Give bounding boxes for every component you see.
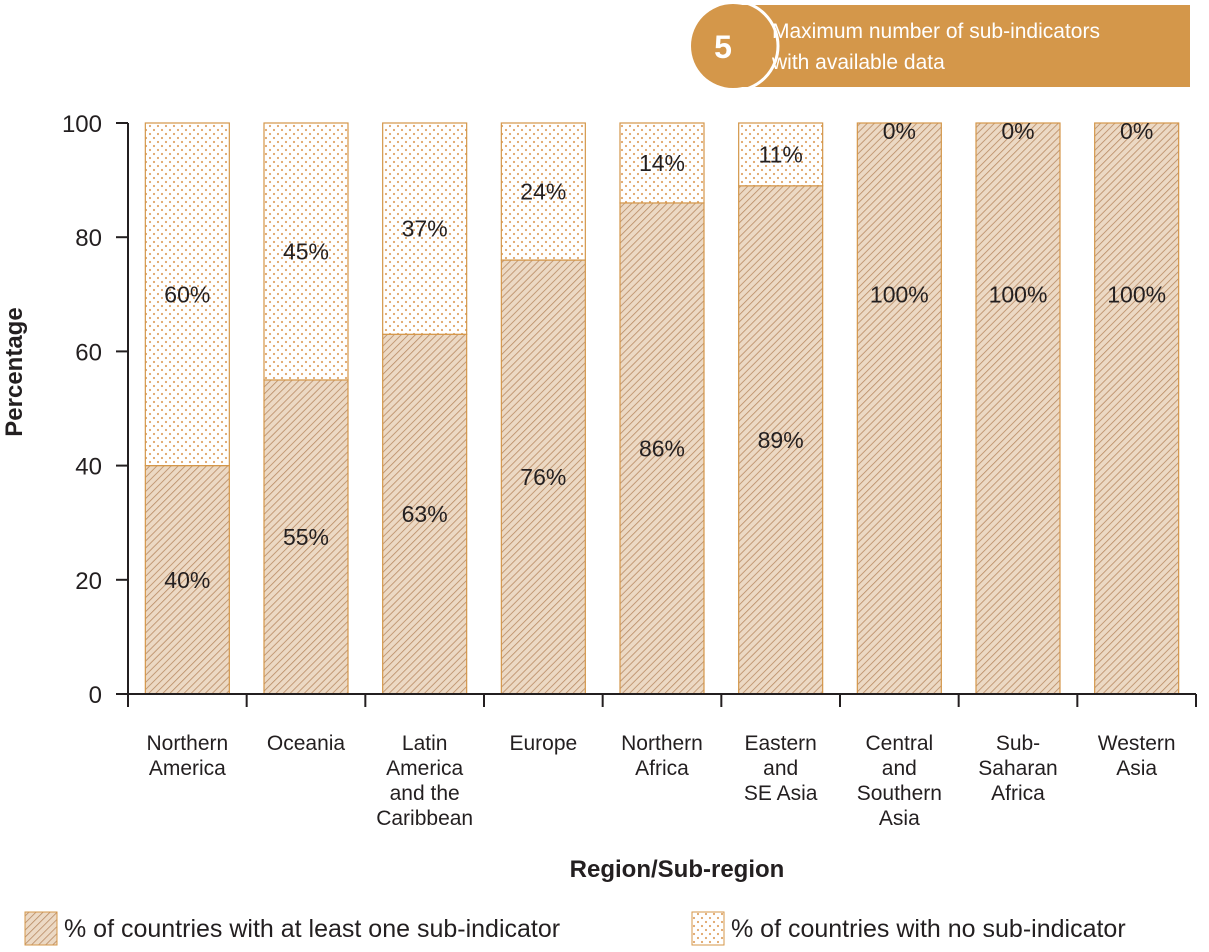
data-label-no-subindicator: 14%: [639, 150, 685, 176]
banner-background: [728, 5, 1190, 87]
legend: % of countries with at least one sub-ind…: [24, 911, 1126, 946]
banner-badge: [691, 4, 775, 88]
data-label-no-subindicator: 45%: [283, 238, 329, 264]
legend-swatch: [691, 911, 725, 946]
data-label-at-least-one: 89%: [758, 427, 804, 453]
y-tick-label: 40: [75, 454, 102, 481]
banner-line-1: Maximum number of sub-indicators: [772, 20, 1100, 43]
bar-at-least-one: [975, 122, 1061, 695]
bar-no-subindicator: [263, 122, 349, 381]
y-tick-label: 0: [89, 682, 102, 709]
max-subindicators-banner: 5 Maximum number of sub-indicators with …: [686, 0, 1190, 93]
banner-line-2: with available data: [771, 51, 945, 74]
x-tick-label: Central and Southern Asia: [857, 732, 942, 830]
labels-layer: 40% 60% Northern America 55% 45% Oceania 63% 37%…: [146, 118, 1175, 830]
x-tick-label: Eastern and SE Asia: [744, 732, 818, 805]
data-label-at-least-one: 76%: [520, 464, 566, 490]
x-tick-label: Latin America and the Caribbean: [376, 732, 473, 830]
bar-at-least-one: [619, 202, 705, 695]
x-tick-label: Oceania: [267, 732, 346, 755]
x-axis-title: Region/Sub-region: [570, 856, 785, 883]
data-label-no-subindicator: 37%: [402, 216, 448, 242]
data-label-no-subindicator: 0%: [883, 118, 916, 144]
bar-at-least-one: [1094, 122, 1180, 695]
x-tick-label: Western Asia: [1098, 732, 1176, 780]
x-tick-label: Northern America: [146, 732, 228, 780]
bar-no-subindicator: [619, 122, 705, 204]
bar-no-subindicator: [382, 122, 468, 335]
data-label-at-least-one: 86%: [639, 435, 685, 461]
y-axis-title: Percentage: [1, 307, 28, 436]
bar-no-subindicator: [144, 122, 230, 467]
y-tick-label: 20: [75, 568, 102, 595]
data-label-no-subindicator: 0%: [1001, 118, 1034, 144]
y-tick-label: 80: [75, 225, 102, 252]
legend-item-at-least-one: % of countries with at least one sub-ind…: [24, 911, 560, 946]
bar-no-subindicator: [500, 122, 586, 261]
bar-at-least-one: [500, 259, 586, 695]
data-label-at-least-one: 100%: [1107, 281, 1166, 307]
x-tick-label: Northern Africa: [621, 732, 703, 780]
data-label-no-subindicator: 24%: [520, 179, 566, 205]
data-label-at-least-one: 100%: [870, 281, 929, 307]
data-label-no-subindicator: 0%: [1120, 118, 1153, 144]
data-label-at-least-one: 100%: [989, 281, 1048, 307]
data-label-at-least-one: 40%: [164, 567, 210, 593]
legend-swatch: [24, 911, 58, 946]
x-tick-label: Sub-Saharan Africa: [978, 732, 1057, 805]
data-label-at-least-one: 63%: [402, 501, 448, 527]
legend-item-no-subindicator: % of countries with no sub-indicator: [691, 911, 1126, 946]
bars-layer: [144, 122, 1180, 695]
banner-badge-number: 5: [714, 29, 732, 65]
bar-at-least-one: [738, 185, 824, 695]
bar-no-subindicator: [738, 122, 824, 187]
y-tick-label: 60: [75, 339, 102, 366]
data-label-no-subindicator: 60%: [164, 281, 210, 307]
x-tick-label: Europe: [509, 732, 577, 755]
data-label-at-least-one: 55%: [283, 524, 329, 550]
legend-label: % of countries with no sub-indicator: [731, 915, 1126, 943]
axes-layer: 0 20 40 60 80 100: [62, 111, 1197, 709]
banner-badge-outline: [686, 0, 780, 93]
data-label-no-subindicator: 11%: [759, 141, 803, 167]
bar-at-least-one: [856, 122, 942, 695]
y-tick-label: 100: [62, 111, 102, 138]
legend-label: % of countries with at least one sub-ind…: [64, 915, 560, 943]
